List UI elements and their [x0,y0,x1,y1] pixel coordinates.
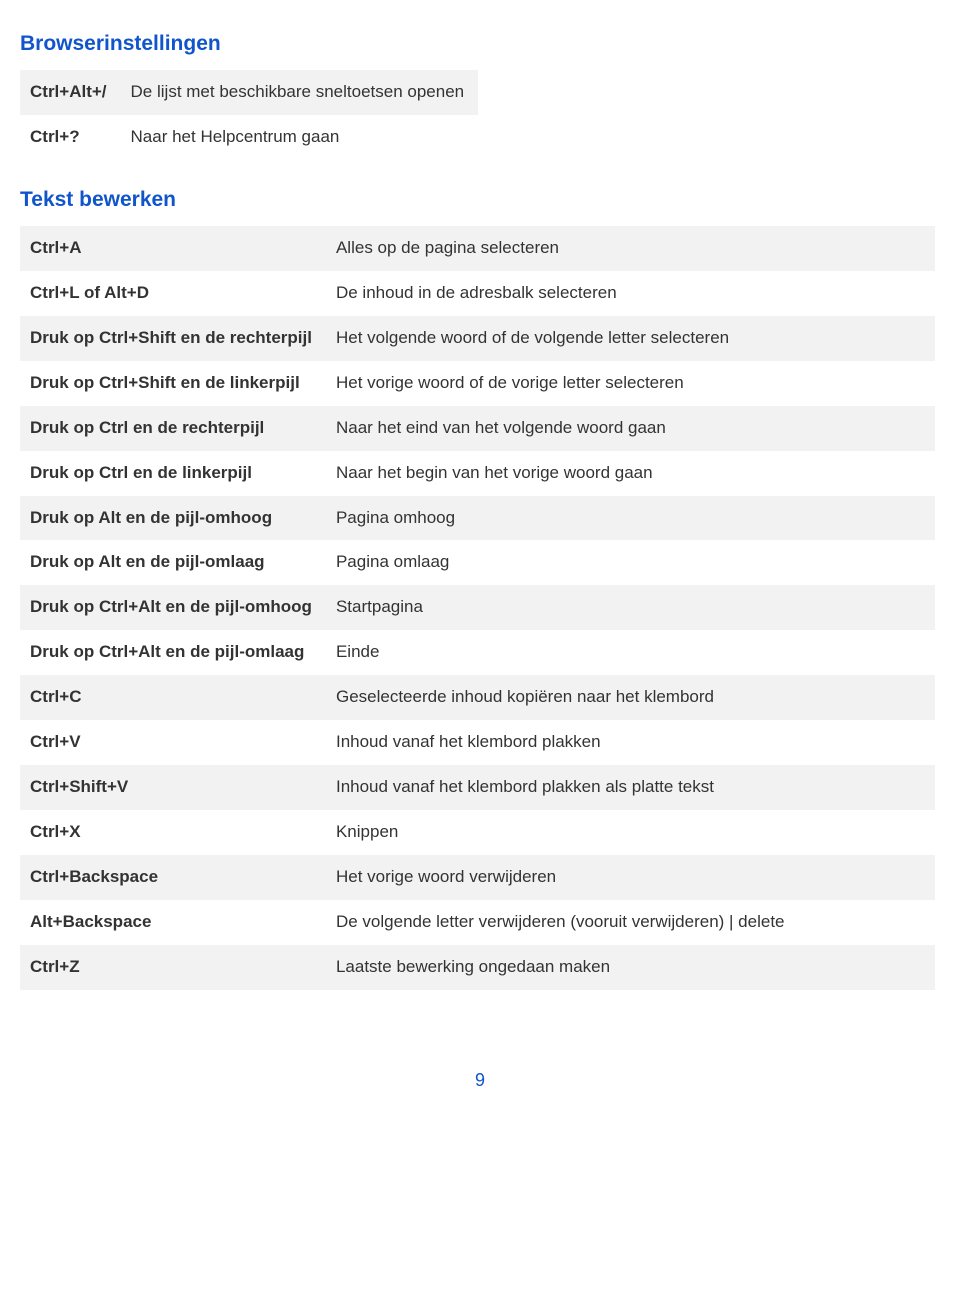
shortcut-desc: Alles op de pagina selecteren [326,226,935,271]
shortcut-key: Druk op Ctrl+Alt en de pijl-omhoog [20,585,326,630]
shortcut-key: Druk op Ctrl+Alt en de pijl-omlaag [20,630,326,675]
shortcut-desc: Inhoud vanaf het klembord plakken [326,720,935,765]
shortcut-key: Druk op Ctrl en de rechterpijl [20,406,326,451]
shortcut-key: Ctrl+C [20,675,326,720]
shortcut-key: Ctrl+Z [20,945,326,990]
shortcut-key: Druk op Alt en de pijl-omhoog [20,496,326,541]
shortcut-key: Druk op Ctrl+Shift en de linkerpijl [20,361,326,406]
shortcut-key: Ctrl+A [20,226,326,271]
table-row: Druk op Ctrl+Alt en de pijl-omhoogStartp… [20,585,935,630]
shortcut-desc: Laatste bewerking ongedaan maken [326,945,935,990]
table-row: Ctrl+BackspaceHet vorige woord verwijder… [20,855,935,900]
shortcut-desc: Geselecteerde inhoud kopiëren naar het k… [326,675,935,720]
table-row: Ctrl+VInhoud vanaf het klembord plakken [20,720,935,765]
shortcut-desc: Einde [326,630,935,675]
shortcut-key: Ctrl+X [20,810,326,855]
page-number: 9 [20,1070,940,1091]
shortcut-desc: Knippen [326,810,935,855]
table-row: Ctrl+Alt+/ De lijst met beschikbare snel… [20,70,478,115]
shortcut-desc: De lijst met beschikbare sneltoetsen ope… [121,70,479,115]
table-row: Druk op Alt en de pijl-omlaagPagina omla… [20,540,935,585]
table-row: Druk op Ctrl+Shift en de rechterpijlHet … [20,316,935,361]
shortcut-key: Druk op Alt en de pijl-omlaag [20,540,326,585]
shortcut-desc: Naar het begin van het vorige woord gaan [326,451,935,496]
shortcut-desc: Het vorige woord verwijderen [326,855,935,900]
shortcut-key: Druk op Ctrl en de linkerpijl [20,451,326,496]
shortcut-desc: Het vorige woord of de vorige letter sel… [326,361,935,406]
table-row: Ctrl+CGeselecteerde inhoud kopiëren naar… [20,675,935,720]
table-row: Ctrl+? Naar het Helpcentrum gaan [20,115,478,160]
table-row: Druk op Ctrl en de rechterpijlNaar het e… [20,406,935,451]
table-row: Ctrl+XKnippen [20,810,935,855]
shortcut-key: Druk op Ctrl+Shift en de rechterpijl [20,316,326,361]
table-row: Alt+BackspaceDe volgende letter verwijde… [20,900,935,945]
shortcut-key: Alt+Backspace [20,900,326,945]
table-row: Druk op Ctrl+Alt en de pijl-omlaagEinde [20,630,935,675]
section-heading-text-edit: Tekst bewerken [20,188,940,212]
shortcut-desc: De inhoud in de adresbalk selecteren [326,271,935,316]
table-row: Druk op Ctrl+Shift en de linkerpijlHet v… [20,361,935,406]
table-row: Ctrl+Shift+VInhoud vanaf het klembord pl… [20,765,935,810]
shortcut-key: Ctrl+L of Alt+D [20,271,326,316]
shortcut-key: Ctrl+Alt+/ [20,70,121,115]
shortcut-key: Ctrl+Backspace [20,855,326,900]
shortcut-desc: Pagina omhoog [326,496,935,541]
shortcut-desc: Naar het Helpcentrum gaan [121,115,479,160]
shortcut-desc: Pagina omlaag [326,540,935,585]
table-row: Ctrl+ZLaatste bewerking ongedaan maken [20,945,935,990]
table-row: Druk op Ctrl en de linkerpijlNaar het be… [20,451,935,496]
table-row: Druk op Alt en de pijl-omhoogPagina omho… [20,496,935,541]
shortcut-key: Ctrl+Shift+V [20,765,326,810]
section-heading-browser: Browserinstellingen [20,32,940,56]
shortcut-key: Ctrl+? [20,115,121,160]
shortcut-desc: Startpagina [326,585,935,630]
shortcut-desc: Naar het eind van het volgende woord gaa… [326,406,935,451]
table-row: Ctrl+L of Alt+DDe inhoud in de adresbalk… [20,271,935,316]
shortcut-desc: Het volgende woord of de volgende letter… [326,316,935,361]
table-row: Ctrl+AAlles op de pagina selecteren [20,226,935,271]
shortcut-desc: Inhoud vanaf het klembord plakken als pl… [326,765,935,810]
shortcut-table-browser: Ctrl+Alt+/ De lijst met beschikbare snel… [20,70,478,160]
shortcut-key: Ctrl+V [20,720,326,765]
shortcut-desc: De volgende letter verwijderen (vooruit … [326,900,935,945]
shortcut-table-text-edit: Ctrl+AAlles op de pagina selecteren Ctrl… [20,226,935,990]
